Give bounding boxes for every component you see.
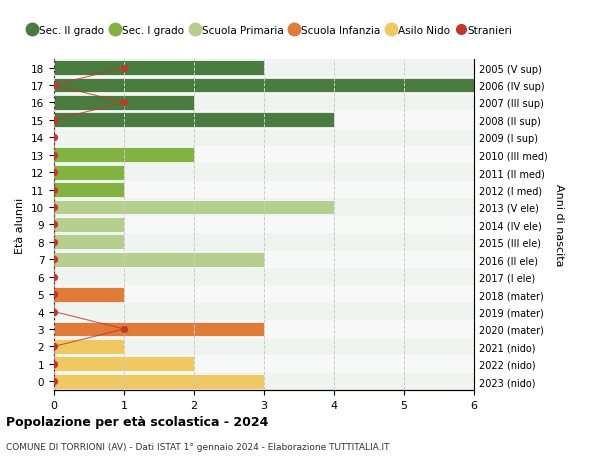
Bar bbox=[54, 200, 334, 215]
Point bbox=[49, 291, 59, 298]
Bar bbox=[54, 95, 474, 112]
Bar bbox=[54, 113, 334, 128]
Point bbox=[49, 274, 59, 281]
Bar bbox=[54, 235, 124, 250]
Bar bbox=[54, 355, 474, 373]
Point bbox=[49, 82, 59, 90]
Point bbox=[49, 186, 59, 194]
Bar bbox=[54, 234, 474, 251]
Point bbox=[49, 117, 59, 124]
Point bbox=[49, 134, 59, 142]
Bar bbox=[54, 96, 194, 111]
Bar bbox=[54, 199, 474, 216]
Point bbox=[49, 378, 59, 385]
Bar bbox=[54, 165, 124, 180]
Bar bbox=[54, 60, 474, 77]
Bar bbox=[54, 164, 474, 181]
Bar bbox=[54, 181, 474, 199]
Point bbox=[49, 239, 59, 246]
Bar bbox=[54, 269, 474, 286]
Bar bbox=[54, 251, 474, 269]
Text: COMUNE DI TORRIONI (AV) - Dati ISTAT 1° gennaio 2024 - Elaborazione TUTTITALIA.I: COMUNE DI TORRIONI (AV) - Dati ISTAT 1° … bbox=[6, 442, 389, 451]
Bar bbox=[54, 320, 474, 338]
Bar bbox=[54, 129, 474, 146]
Bar bbox=[54, 77, 474, 95]
Bar bbox=[54, 338, 474, 355]
Bar bbox=[54, 218, 124, 232]
Bar bbox=[54, 374, 264, 389]
Legend: Sec. II grado, Sec. I grado, Scuola Primaria, Scuola Infanzia, Asilo Nido, Stran: Sec. II grado, Sec. I grado, Scuola Prim… bbox=[26, 22, 517, 40]
Text: Popolazione per età scolastica - 2024: Popolazione per età scolastica - 2024 bbox=[6, 415, 268, 428]
Bar bbox=[54, 339, 124, 354]
Bar bbox=[54, 287, 124, 302]
Bar bbox=[54, 286, 474, 303]
Point bbox=[119, 325, 129, 333]
Bar bbox=[54, 357, 194, 371]
Point bbox=[49, 221, 59, 229]
Bar bbox=[54, 112, 474, 129]
Point bbox=[119, 100, 129, 107]
Bar bbox=[54, 61, 264, 76]
Bar bbox=[54, 146, 474, 164]
Bar bbox=[54, 322, 264, 336]
Bar bbox=[54, 373, 474, 390]
Point bbox=[49, 169, 59, 176]
Bar bbox=[54, 183, 124, 197]
Point bbox=[49, 204, 59, 211]
Point bbox=[49, 256, 59, 263]
Bar bbox=[54, 148, 194, 163]
Point bbox=[49, 151, 59, 159]
Point bbox=[49, 308, 59, 315]
Bar bbox=[54, 78, 474, 93]
Y-axis label: Età alunni: Età alunni bbox=[16, 197, 25, 253]
Point bbox=[119, 65, 129, 72]
Bar bbox=[54, 216, 474, 234]
Bar bbox=[54, 252, 264, 267]
Y-axis label: Anni di nascita: Anni di nascita bbox=[554, 184, 564, 266]
Bar bbox=[54, 303, 474, 320]
Point bbox=[49, 343, 59, 350]
Point bbox=[49, 360, 59, 368]
